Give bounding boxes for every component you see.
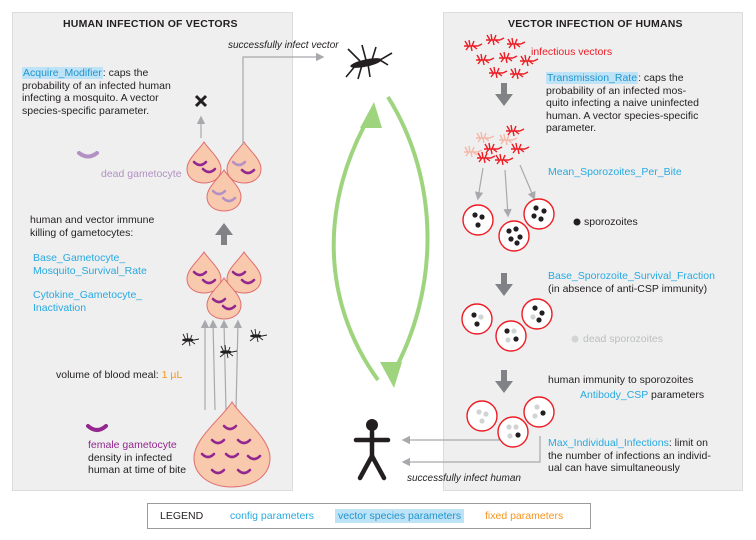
base-sporozoite-note: (in absence of anti-CSP immunity) [548,282,708,295]
transmission-param: Transmission_Rate [546,72,639,84]
max-infections-line-2: the number of infections an individ- [548,449,711,462]
arrow-to-human-upper [401,435,500,445]
female-gametocyte-icon [86,424,108,432]
acquire-line-4: species-specific parameter. [22,104,150,117]
left-panel-title: HUMAN INFECTION OF VECTORS [63,18,238,30]
sporozoite-circles-2 [461,298,553,352]
female-line-3: human at time of bite [88,464,187,476]
blood-meal-text: volume of blood meal: 1 µL [56,369,182,382]
female-gametocyte-text: female gametocyte density in infected hu… [88,439,186,477]
base-gametocyte-param: Base_Gametocyte_ Mosquito_Survival_Rate [33,252,147,277]
legend-title: LEGEND [160,510,204,522]
gametocyte-drops-middle [186,251,262,320]
big-arrow-down-3 [495,370,513,393]
infected-human-blood-drop [193,401,271,488]
bite-arrows [474,164,536,218]
mosquito-icon [345,44,393,80]
transmission-line-1: : caps the [638,72,684,84]
max-infections-param: Max_Individual_Infections [548,437,669,449]
transmission-line-2: probability of an infected mos- [546,84,687,97]
cytokine-line-1: Cytokine_Gametocyte_ [33,289,143,301]
acquire-line-3: infecting a mosquito. A vector [22,92,159,104]
legend-vector: vector species parameters [335,509,465,523]
max-infections-line-3: ual can have simultaneously [548,462,680,474]
blood-meal-value: 1 µL [161,369,183,381]
left-panel [12,12,293,491]
antibody-param: Antibody_CSP [580,389,649,401]
biting-vectors-icon [463,124,530,166]
legend-fixed: fixed parameters [485,510,564,522]
transmission-line-5: parameter. [546,122,597,134]
acquire-line-2: probability of an infected human [22,79,171,92]
blood-meal-arrows [200,319,243,411]
max-infections-line-1: : limit on [668,437,708,449]
infectious-vectors-icon [463,33,539,80]
acquire-modifier-text: Acquire_Modifier: caps the probability o… [22,67,227,117]
infect-vector-label: successfully infect vector [228,40,339,51]
cycle-arrows [331,95,430,382]
mean-sporozoites-param: Mean_Sporozoites_Per_Bite [548,166,682,178]
infect-human-label: successfully infect human [407,473,521,484]
cytokine-param: Cytokine_Gametocyte_ Inactivation [33,289,142,314]
transmission-text: Transmission_Rate: caps the probability … [546,72,741,135]
arrow-to-human-lower [401,436,541,467]
cycle-arrowhead-down [380,362,402,388]
blocked-icon [194,94,208,108]
sporozoite-circles-1 [462,198,555,252]
big-arrow-down-2 [495,273,513,296]
big-arrow-up-left [215,223,233,245]
female-gametocyte-label: female gametocyte [88,439,177,451]
big-arrow-down-1 [495,83,513,106]
base-gametocyte-line-1: Base_Gametocyte_ [33,252,126,264]
base-sporozoite-param: Base_Sporozoite_Survival_Fraction [548,270,715,282]
base-sporozoite-text: Base_Sporozoite_Survival_Fraction (in ab… [548,270,715,295]
legend-config: config parameters [230,510,315,522]
sporozoite-circles-3 [466,396,555,448]
legend: LEGEND config parameters vector species … [147,503,591,529]
gametocyte-drops-top [186,141,262,212]
killing-line-1: human and vector immune [30,214,155,226]
killing-text: human and vector immune killing of gamet… [30,214,154,239]
infectious-vectors-label: infectious vectors [531,46,613,58]
female-line-2: density in infected [88,451,173,464]
antibody-text: Antibody_CSP parameters [580,389,704,402]
dead-gametocyte-label: dead gametocyte [101,168,182,180]
immunity-label: human immunity to sporozoites [548,374,694,386]
sporozoite-legend-dot [573,218,581,226]
human-icon [353,419,391,481]
antibody-suffix: parameters [651,389,705,401]
base-gametocyte-line-2: Mosquito_Survival_Rate [33,264,147,277]
right-panel-title: VECTOR INFECTION OF HUMANS [508,18,683,30]
killing-line-2: killing of gametocytes: [30,226,134,239]
blood-meal-label: volume of blood meal: [56,369,159,381]
max-infections-text: Max_Individual_Infections: limit on the … [548,437,743,475]
acquire-modifier-param: Acquire_Modifier [22,67,103,79]
arrow-to-vector [242,52,325,145]
transmission-line-3: quito infecting a naive uninfected [546,97,699,109]
cycle-arrowhead-up [360,102,382,128]
transmission-line-4: human. A vector species-specific [546,109,699,122]
dead-sporozoites-label: dead sporozoites [583,333,663,345]
acquire-line-1: : caps the [102,67,149,79]
dead-sporozoite-legend-dot [571,335,579,343]
sporozoites-label: sporozoites [584,216,638,228]
cytokine-line-2: Inactivation [33,301,87,314]
dead-gametocyte-icon [77,151,99,159]
